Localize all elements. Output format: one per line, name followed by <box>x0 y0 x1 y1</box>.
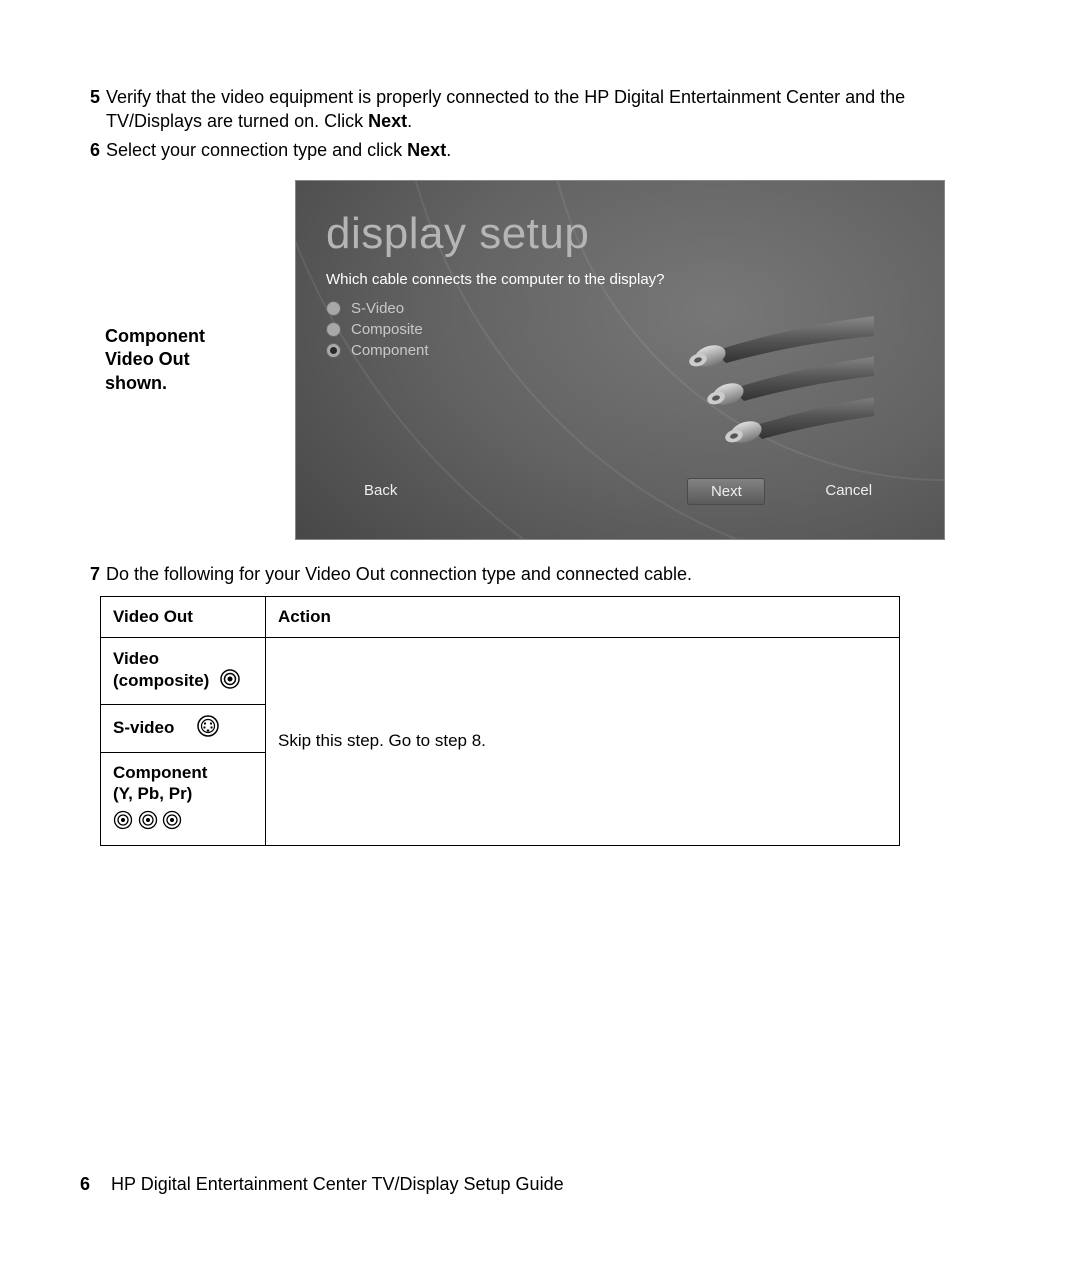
cell-action: Skip this step. Go to step 8. <box>266 638 900 846</box>
figure-caption: Component Video Out shown. <box>80 325 295 395</box>
page-number: 6 <box>80 1174 90 1194</box>
step-number: 7 <box>80 562 100 586</box>
table-row: Video (composite) Skip this step. Go to … <box>101 638 900 705</box>
step-text: Verify that the video equipment is prope… <box>106 85 990 134</box>
header-video-out: Video Out <box>101 597 266 638</box>
svideo-jack-icon <box>197 715 219 742</box>
radio-icon <box>326 322 341 337</box>
radio-label: S-Video <box>351 300 404 317</box>
radio-group: S-Video Composite Component <box>326 296 429 363</box>
radio-label: Component <box>351 342 429 359</box>
radio-option-svideo[interactable]: S-Video <box>326 300 429 317</box>
screenshot-question: Which cable connects the computer to the… <box>326 271 665 288</box>
button-bar: Back Next Cancel <box>296 478 944 505</box>
table-header-row: Video Out Action <box>101 597 900 638</box>
cell-video-composite: Video (composite) <box>101 638 266 705</box>
cell-svideo: S-video <box>101 704 266 752</box>
radio-icon <box>326 343 341 358</box>
radio-option-composite[interactable]: Composite <box>326 321 429 338</box>
video-out-table: Video Out Action Video (composite) Skip … <box>100 596 900 846</box>
cancel-button[interactable]: Cancel <box>825 478 872 505</box>
radio-label: Composite <box>351 321 423 338</box>
component-cables-icon <box>654 311 874 491</box>
step-text: Select your connection type and click Ne… <box>106 138 990 162</box>
step-6: 6 Select your connection type and click … <box>80 138 990 162</box>
radio-icon <box>326 301 341 316</box>
next-button[interactable]: Next <box>687 478 765 505</box>
composite-jack-icon <box>220 669 240 694</box>
screenshot-title: display setup <box>326 209 589 259</box>
cell-component: Component (Y, Pb, Pr) <box>101 752 266 845</box>
step-5: 5 Verify that the video equipment is pro… <box>80 85 990 134</box>
component-jacks-icon <box>113 810 253 835</box>
step-7: 7 Do the following for your Video Out co… <box>80 562 990 586</box>
display-setup-screenshot: display setup Which cable connects the c… <box>295 180 945 540</box>
step-number: 6 <box>80 138 100 162</box>
figure-row: Component Video Out shown. display setup… <box>80 180 990 540</box>
radio-option-component[interactable]: Component <box>326 342 429 359</box>
header-action: Action <box>266 597 900 638</box>
step-number: 5 <box>80 85 100 134</box>
step-text: Do the following for your Video Out conn… <box>106 562 990 586</box>
back-button[interactable]: Back <box>364 478 397 505</box>
footer-title: HP Digital Entertainment Center TV/Displ… <box>111 1174 564 1194</box>
page-footer: 6 HP Digital Entertainment Center TV/Dis… <box>80 1174 564 1195</box>
